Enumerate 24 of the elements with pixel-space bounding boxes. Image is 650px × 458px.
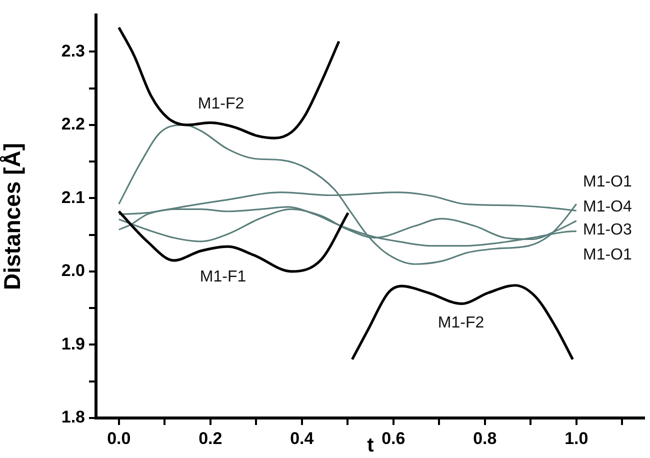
y-tick-label: 2.3 bbox=[61, 41, 85, 60]
series-label: M1-F1 bbox=[200, 268, 246, 286]
series-label: M1-O1 bbox=[583, 246, 632, 264]
series-label: M1-F2 bbox=[198, 95, 244, 112]
y-tick-label: 2.2 bbox=[61, 114, 85, 134]
y-axis-title: Distances [Å] bbox=[0, 143, 26, 290]
line-series bbox=[118, 124, 578, 265]
y-tick-label: 2.1 bbox=[61, 188, 85, 207]
series-label: M1-O4 bbox=[583, 198, 632, 216]
series-label: M1-O3 bbox=[583, 221, 632, 238]
x-tick-label: 0.4 bbox=[290, 428, 314, 448]
line-series bbox=[118, 26, 340, 140]
x-axis-title: t bbox=[367, 434, 374, 457]
x-tick-label: 0.8 bbox=[473, 428, 497, 448]
y-tick-label: 1.9 bbox=[61, 334, 85, 354]
series-label: M1-O1 bbox=[583, 173, 632, 190]
x-tick-label: 0.6 bbox=[382, 428, 406, 448]
line-series bbox=[350, 284, 574, 361]
series-label: M1-F2 bbox=[438, 314, 484, 332]
x-tick-label: 0.2 bbox=[198, 428, 222, 448]
y-tick-label: 1.8 bbox=[61, 408, 85, 427]
y-tick-label: 2.0 bbox=[61, 261, 85, 280]
x-tick-label: 1.0 bbox=[564, 428, 588, 448]
x-tick-label: 0.0 bbox=[107, 428, 131, 448]
